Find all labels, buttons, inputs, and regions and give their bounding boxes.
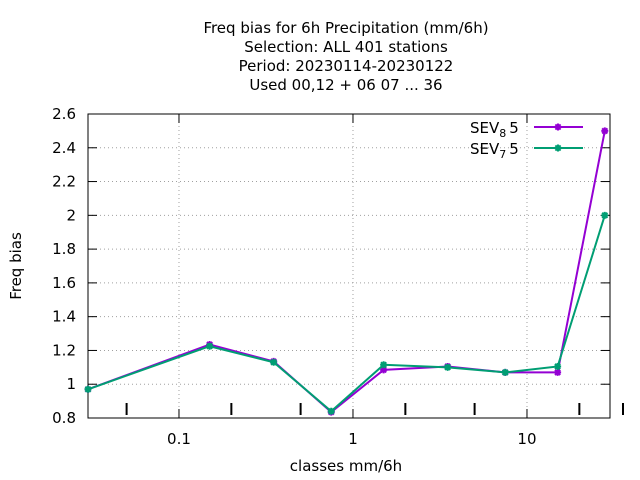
x-tick-label: 1 [348, 430, 358, 448]
data-point [601, 127, 609, 135]
series-1 [84, 211, 609, 415]
y-tick-label: 2 [66, 206, 76, 224]
y-tick-label: 1.6 [52, 274, 76, 292]
legend-marker [554, 144, 562, 152]
legend-label: SEV8 5 [470, 119, 519, 140]
legend-label: SEV7 5 [470, 140, 519, 161]
legend-item-0: SEV8 5 [470, 119, 583, 140]
x-axis-label: classes mm/6h [290, 457, 402, 475]
legend-label-name: SEV [470, 140, 500, 158]
title-line-1: Freq bias for 6h Precipitation (mm/6h) [203, 19, 488, 37]
data-point [554, 362, 562, 370]
y-tick-label: 1.2 [52, 341, 76, 359]
data-point [84, 385, 92, 393]
data-point [380, 361, 388, 369]
title-line-2: Selection: ALL 401 stations [244, 38, 448, 56]
y-tick-label: 1.4 [52, 308, 76, 326]
y-tick-label: 1 [66, 375, 76, 393]
data-point [380, 366, 388, 374]
plot-border [87, 113, 611, 419]
legend-marker [554, 123, 562, 131]
series-layer [84, 127, 609, 416]
legend-label-suffix: 5 [509, 119, 519, 137]
data-point [327, 407, 335, 415]
title-line-3: Period: 20230114-20230122 [239, 57, 454, 75]
data-point [444, 363, 452, 371]
y-tick-label: 2.6 [52, 105, 76, 123]
legend-label-name: SEV [470, 119, 500, 137]
y-axis-ticks: 0.8 1 1.2 1.4 1.6 1.8 2 2.2 2.4 2.6 [52, 105, 76, 427]
legend-item-1: SEV7 5 [470, 140, 583, 161]
x-axis-ticks: 0.1 1 10 [167, 430, 536, 448]
grid [88, 114, 610, 418]
y-axis-label: Freq bias [7, 232, 25, 300]
legend-label-sub: 8 [499, 127, 506, 140]
legend-label-suffix: 5 [509, 140, 519, 158]
chart-title: Freq bias for 6h Precipitation (mm/6h) S… [203, 19, 488, 94]
title-line-4: Used 00,12 + 06 07 ... 36 [249, 76, 442, 94]
axes [87, 113, 624, 419]
y-tick-label: 2.4 [52, 139, 76, 157]
series-0 [84, 127, 609, 416]
x-tick-label: 0.1 [167, 430, 191, 448]
series-line [87, 215, 606, 413]
y-tick-label: 0.8 [52, 409, 76, 427]
y-tick-label: 1.8 [52, 240, 76, 258]
data-point [601, 211, 609, 219]
data-point [501, 368, 509, 376]
data-point [554, 368, 562, 376]
y-tick-label: 2.2 [52, 173, 76, 191]
data-point [270, 358, 278, 366]
x-tick-label: 10 [517, 430, 536, 448]
legend-label-sub: 7 [499, 148, 506, 161]
data-point [206, 342, 214, 350]
